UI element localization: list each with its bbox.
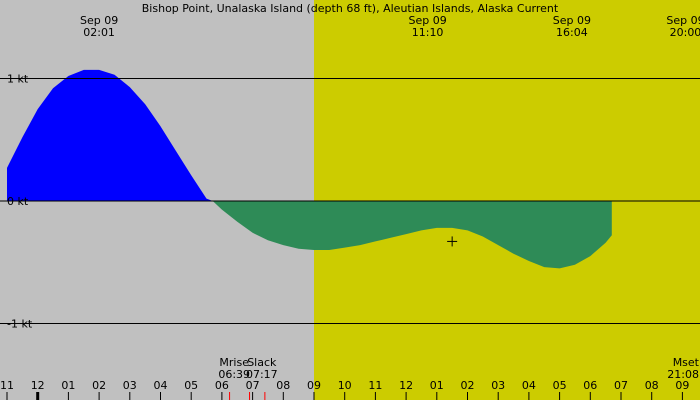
- bottom-event-name: Slack: [247, 356, 277, 369]
- x-tick-label: 07: [614, 379, 628, 392]
- x-tick-label: 05: [553, 379, 567, 392]
- x-tick-label: 07: [246, 379, 260, 392]
- x-tick-label: 01: [430, 379, 444, 392]
- x-tick-label: 02: [92, 379, 106, 392]
- y-tick-label: 0 kt: [7, 195, 29, 208]
- event-time-label: 20:00: [670, 26, 700, 39]
- flood-current-area: [7, 69, 213, 202]
- x-tick-label: 04: [154, 379, 168, 392]
- x-tick-label: 01: [61, 379, 75, 392]
- bottom-event-time: 21:08: [667, 368, 699, 381]
- x-tick-label: 02: [461, 379, 475, 392]
- bottom-event-time: 07:17: [246, 368, 278, 381]
- event-time-label: 11:10: [412, 26, 444, 39]
- bottom-event-name: Mrise: [219, 356, 249, 369]
- x-tick-label: 12: [31, 379, 45, 392]
- x-tick-label: 03: [491, 379, 505, 392]
- x-tick-label: 12: [399, 379, 413, 392]
- now-marker: [447, 236, 458, 247]
- x-tick-label: 09: [675, 379, 689, 392]
- x-tick-label: 06: [583, 379, 597, 392]
- bottom-event-name: Mset: [673, 356, 700, 369]
- daylight-background: [314, 0, 700, 400]
- x-tick-label: 11: [368, 379, 382, 392]
- x-tick-label: 10: [338, 379, 352, 392]
- ebb-current-area: [212, 201, 612, 269]
- event-date-label: Sep 09: [553, 14, 591, 27]
- y-tick-label: 1 kt: [7, 73, 29, 86]
- x-tick-label: 05: [184, 379, 198, 392]
- event-date-label: Sep 09: [80, 14, 118, 27]
- x-tick-label: 06: [215, 379, 229, 392]
- x-tick-label: 11: [0, 379, 14, 392]
- y-tick-label: -1 kt: [7, 318, 33, 331]
- event-date-label: Sep 09: [408, 14, 446, 27]
- event-date-label: Sep 09: [666, 14, 700, 27]
- x-axis-ticks: 11 12 01 02 03 04 05 06 07 08 09 10 11 12 01 02 03 04 05 06…: [0, 379, 689, 400]
- y-gridlines: [0, 78, 700, 324]
- y-axis-labels: 1 kt 0 kt -1 kt: [7, 73, 33, 331]
- event-time-label: 02:01: [83, 26, 115, 39]
- x-tick-label: 08: [276, 379, 290, 392]
- x-tick-label: 04: [522, 379, 536, 392]
- x-tick-label: 03: [123, 379, 137, 392]
- event-time-label: 16:04: [556, 26, 588, 39]
- chart-title: Bishop Point, Unalaska Island (depth 68 …: [142, 2, 559, 15]
- x-tick-label: 08: [645, 379, 659, 392]
- midnight-tick-mark: [36, 392, 40, 400]
- x-tick-label: 09: [307, 379, 321, 392]
- bottom-event-time: 06:39: [218, 368, 250, 381]
